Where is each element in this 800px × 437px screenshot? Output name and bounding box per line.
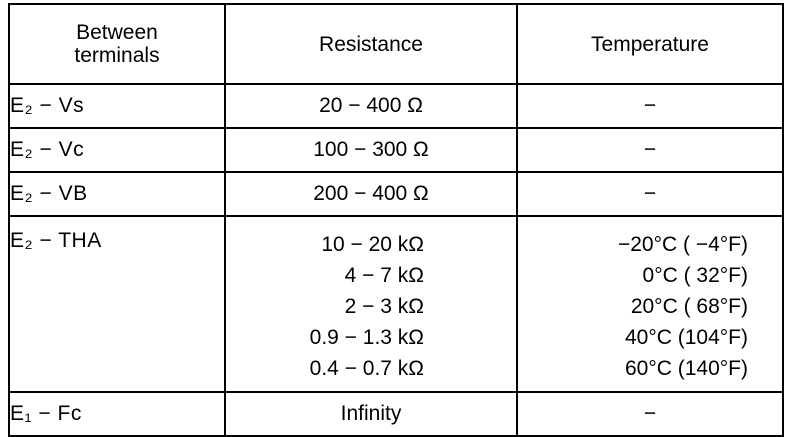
terminal-cell: E₂ − THA <box>8 215 226 393</box>
header-between-terminals-line2: terminals <box>74 44 160 67</box>
resistance-line: 0.9 − 1.3 kΩ <box>309 326 424 349</box>
temperature-cell: − <box>516 391 784 437</box>
resistance-cell: 100 − 300 Ω <box>224 127 518 173</box>
terminal-cell: E₂ − Vc <box>8 127 226 173</box>
terminal-cell: E₂ − Vs <box>8 83 226 129</box>
resistance-cell: 10 − 20 kΩ 4 − 7 kΩ 2 − 3 kΩ 0.9 − 1.3 k… <box>224 215 518 393</box>
resistance-line: 4 − 7 kΩ <box>344 264 424 287</box>
table-row-e1-fc: E₁ − Fc Infinity − <box>8 391 784 437</box>
resistance-cell: Infinity <box>224 391 518 437</box>
resistance-line: 0.4 − 0.7 kΩ <box>309 357 424 380</box>
header-between-terminals: Between terminals <box>8 3 226 85</box>
temperature-cell: −20°C ( −4°F) 0°C ( 32°F) 20°C ( 68°F) 4… <box>516 215 784 393</box>
temperature-line: −20°C ( −4°F) <box>617 233 748 256</box>
table-header-row: Between terminals Resistance Temperature <box>8 3 784 85</box>
temperature-line: 60°C (140°F) <box>624 357 748 380</box>
table-row-e2-vb: E₂ − VB 200 − 400 Ω − <box>8 171 784 217</box>
header-resistance: Resistance <box>224 3 518 85</box>
terminal-cell: E₂ − VB <box>8 171 226 217</box>
table-row-e2-vc: E₂ − Vc 100 − 300 Ω − <box>8 127 784 173</box>
header-between-terminals-line1: Between <box>76 21 158 44</box>
resistance-line: 2 − 3 kΩ <box>344 295 424 318</box>
temperature-cell: − <box>516 127 784 173</box>
temperature-cell: − <box>516 83 784 129</box>
temperature-line: 0°C ( 32°F) <box>642 264 748 287</box>
resistance-cell: 20 − 400 Ω <box>224 83 518 129</box>
temperature-line: 20°C ( 68°F) <box>630 295 748 318</box>
temperature-line: 40°C (104°F) <box>624 326 748 349</box>
resistance-spec-table: Between terminals Resistance Temperature… <box>8 3 784 437</box>
header-temperature: Temperature <box>516 3 784 85</box>
resistance-cell: 200 − 400 Ω <box>224 171 518 217</box>
table-row-e2-vs: E₂ − Vs 20 − 400 Ω − <box>8 83 784 129</box>
table-row-e2-tha: E₂ − THA 10 − 20 kΩ 4 − 7 kΩ 2 − 3 kΩ 0.… <box>8 215 784 393</box>
terminal-cell: E₁ − Fc <box>8 391 226 437</box>
resistance-line: 10 − 20 kΩ <box>321 233 424 256</box>
temperature-cell: − <box>516 171 784 217</box>
